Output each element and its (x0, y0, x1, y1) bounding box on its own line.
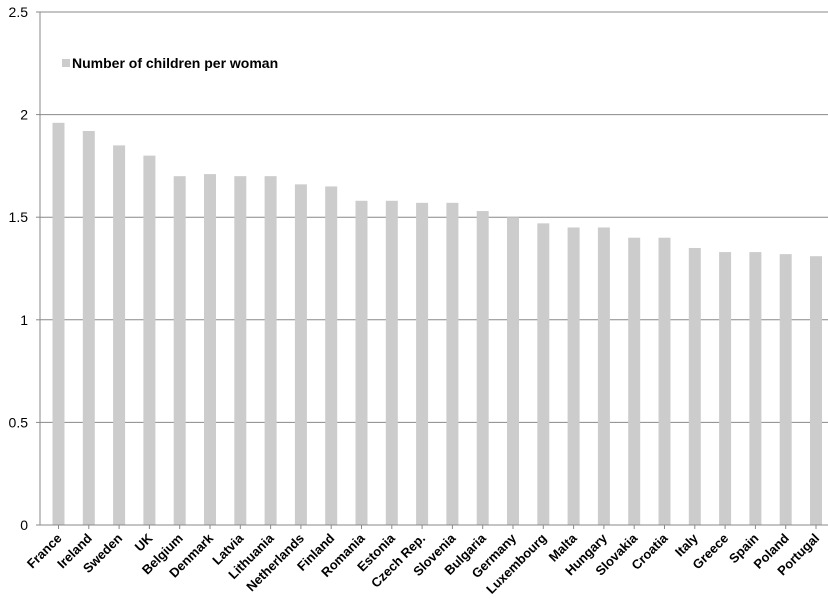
bar (507, 217, 519, 525)
bar (567, 227, 580, 525)
legend-swatch (62, 59, 70, 67)
bars (52, 122, 822, 526)
bar (173, 176, 186, 525)
y-tick-label: 1 (20, 312, 28, 328)
legend: Number of children per woman (62, 55, 278, 71)
y-tick-label: 0 (20, 517, 28, 533)
bar (143, 155, 156, 525)
bar (476, 211, 489, 525)
bar (537, 223, 550, 525)
bar (264, 176, 277, 525)
bar (82, 131, 95, 526)
bar (597, 227, 610, 525)
y-tick-label: 1.5 (9, 209, 29, 225)
bar (779, 254, 792, 526)
bar (52, 122, 65, 526)
bar (355, 200, 368, 525)
axes (39, 12, 828, 526)
bar (628, 237, 641, 525)
bar (810, 256, 822, 525)
y-tick-label: 2 (20, 107, 28, 123)
y-tick-labels: 0 0.5 1 1.5 2 2.5 (9, 4, 29, 533)
bar (688, 247, 701, 526)
bar (416, 202, 429, 525)
bar (325, 186, 338, 526)
bar (749, 252, 762, 526)
bar (719, 252, 732, 526)
legend-label: Number of children per woman (72, 55, 278, 71)
bar (234, 176, 247, 525)
bar (113, 145, 126, 525)
x-tick-label: UK (132, 530, 156, 554)
y-tick-label: 2.5 (9, 4, 29, 20)
y-tick-label: 0.5 (9, 414, 29, 430)
bar (385, 200, 398, 525)
bar (446, 202, 459, 525)
bar (204, 174, 216, 525)
bar (294, 184, 307, 526)
bar (658, 237, 671, 525)
